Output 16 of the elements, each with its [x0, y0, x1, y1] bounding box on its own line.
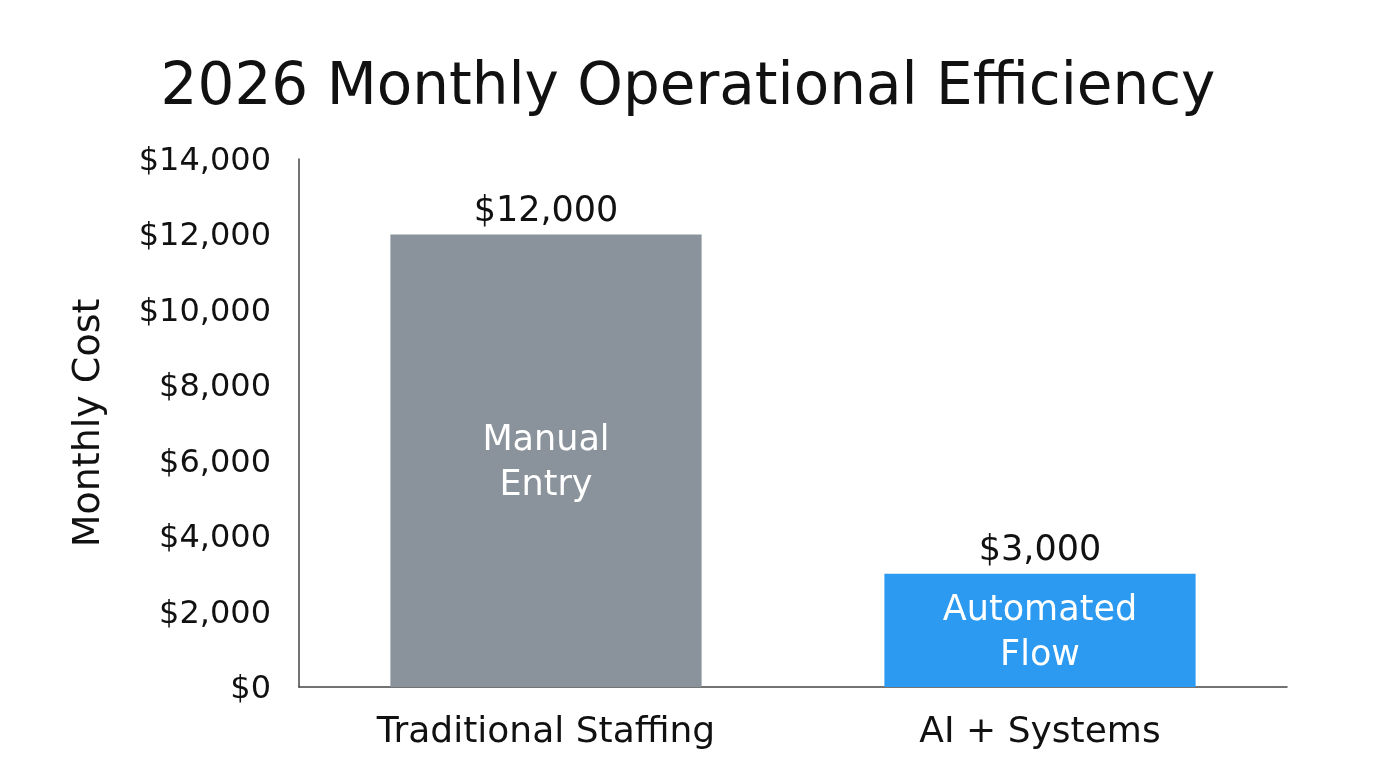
y-tick-label: $2,000 — [159, 592, 271, 631]
annotation: Manual Entry — [482, 418, 610, 504]
y-tick-label: $6,000 — [159, 441, 271, 480]
x-tick-label: AI + Systems — [919, 708, 1161, 750]
chart-title: 2026 Monthly Operational Efficiency — [160, 50, 1216, 118]
y-tick-label: $14,000 — [138, 140, 271, 178]
y-tick-label: $8,000 — [159, 366, 271, 405]
y-tick-label: $12,000 — [138, 215, 271, 254]
y-tick-label: $4,000 — [159, 517, 271, 556]
y-tick-label: $0 — [230, 668, 271, 706]
y-axis-title: Monthly Cost — [64, 298, 108, 548]
y-tick-label: $10,000 — [138, 290, 271, 329]
data-label: $12,000 — [473, 188, 619, 229]
data-label: $3,000 — [978, 528, 1102, 569]
annotation: Automated Flow — [942, 587, 1138, 673]
x-tick-label: Traditional Staffing — [375, 708, 716, 750]
